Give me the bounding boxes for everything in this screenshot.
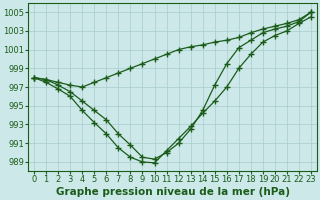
X-axis label: Graphe pression niveau de la mer (hPa): Graphe pression niveau de la mer (hPa)	[56, 187, 290, 197]
